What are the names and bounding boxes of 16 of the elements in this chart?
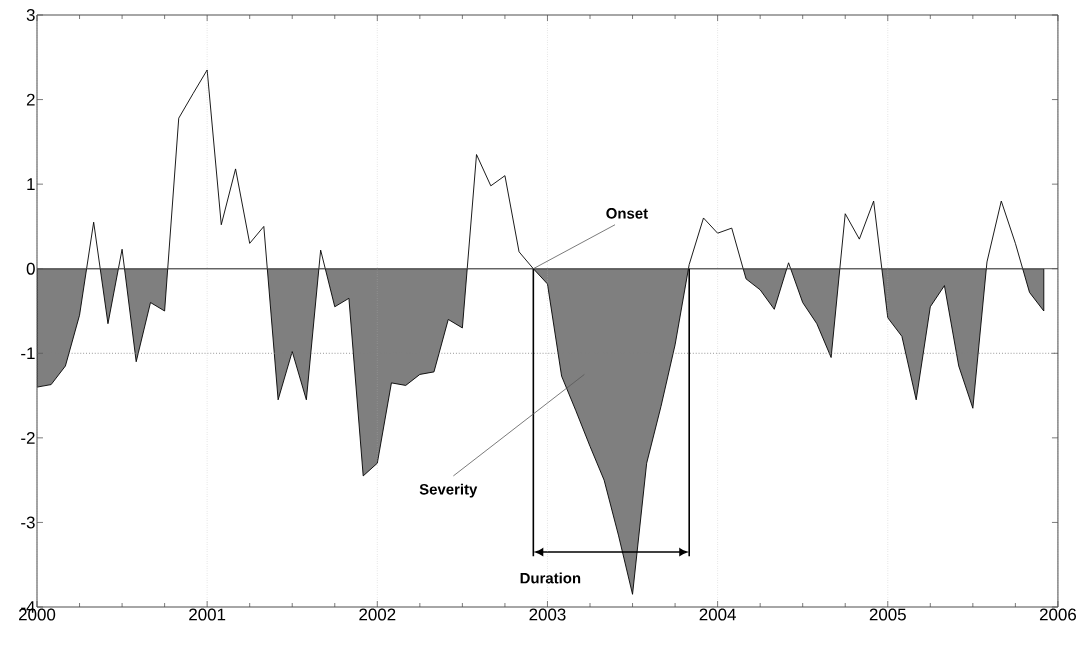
annotation: Severity bbox=[419, 483, 478, 498]
x-tick-label: 2003 bbox=[529, 608, 566, 621]
y-tick-label: 2 bbox=[26, 93, 35, 106]
annotation: Onset bbox=[606, 208, 648, 219]
x-tick-label: 2006 bbox=[1039, 608, 1077, 621]
x-tick-label: 2005 bbox=[869, 608, 906, 621]
y-tick-label: -2 bbox=[21, 431, 35, 444]
x-tick-label: 2004 bbox=[699, 608, 736, 621]
y-tick-label: 3 bbox=[26, 9, 35, 21]
annotation: Duration bbox=[520, 572, 581, 584]
x-tick-label: 2002 bbox=[359, 608, 396, 621]
y-tick-label: 0 bbox=[26, 262, 35, 275]
y-tick-label: -3 bbox=[21, 516, 35, 529]
y-tick-label: 1 bbox=[27, 178, 35, 190]
y-tick-label: -1 bbox=[21, 347, 35, 360]
x-tick-label: 2001 bbox=[189, 608, 226, 621]
